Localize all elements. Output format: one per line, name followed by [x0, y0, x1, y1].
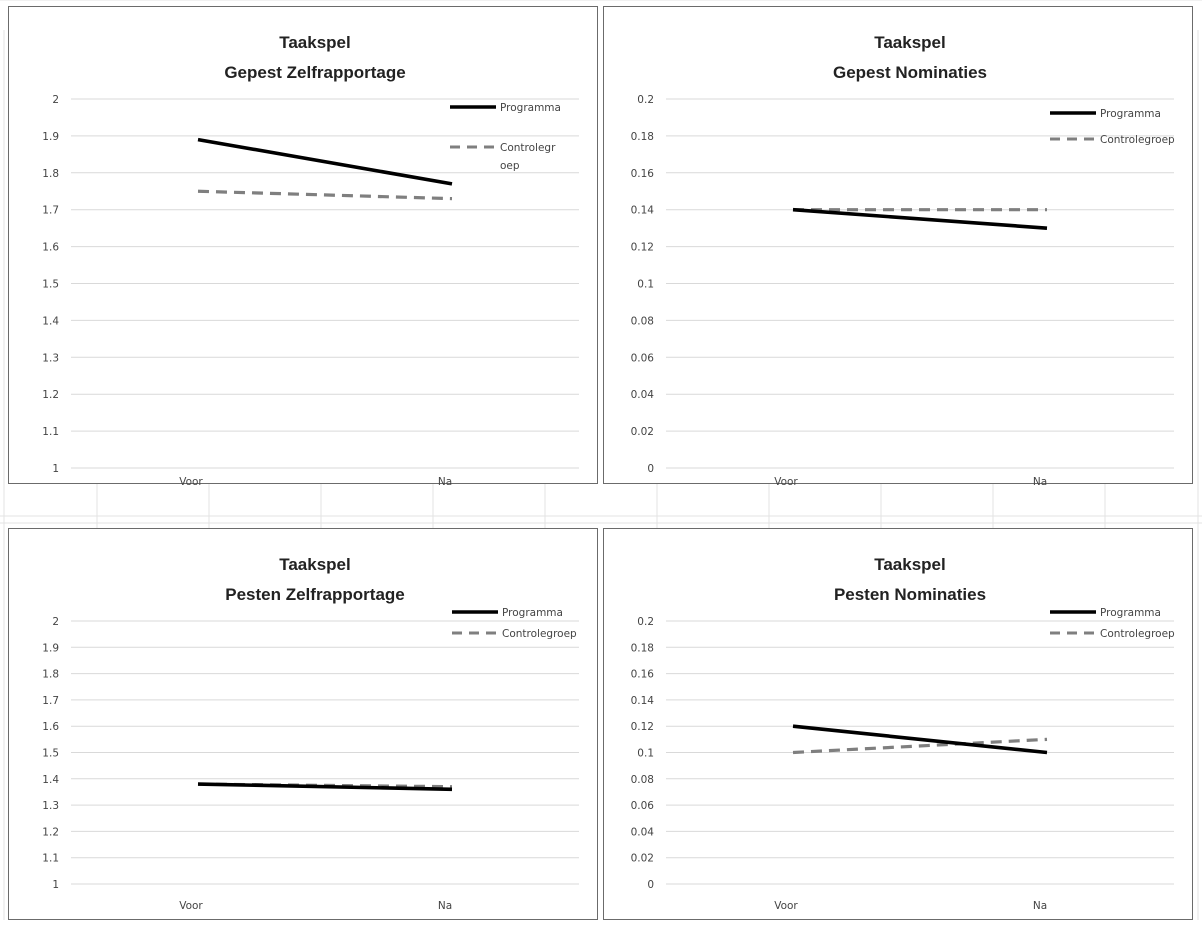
series-line-programma — [792, 724, 1048, 755]
y-tick-label: 0.08 — [631, 315, 654, 327]
line-chart-pesten-nominaties: Taakspel Pesten Nominaties 0 0.02 0.04 0.06 0.… — [631, 555, 1175, 912]
y-tick-label: 0.2 — [637, 616, 654, 628]
y-tick-label: 1.3 — [42, 800, 59, 812]
y-tick-label: 1.6 — [42, 721, 59, 733]
y-tick-label: 1.3 — [42, 352, 59, 364]
x-tick-label: Na — [438, 476, 452, 488]
y-tick-label: 1.1 — [42, 853, 59, 865]
chart-title-line: Pesten Nominaties — [834, 585, 986, 604]
chart-title-line: Gepest Zelfrapportage — [224, 63, 405, 82]
y-tick-label: 1 — [52, 463, 59, 475]
y-tick-label: 0.1 — [637, 748, 654, 760]
legend-label-programma: Programma — [500, 102, 561, 114]
y-tick-label: 0.14 — [631, 205, 655, 217]
legend-label-controlegroep: Controlegroep — [502, 628, 577, 640]
legend-label-controlegroep: oep — [500, 160, 520, 172]
x-tick-label: Voor — [179, 476, 203, 488]
chart-title-line: Taakspel — [874, 33, 946, 52]
y-tick-label: 0.08 — [631, 774, 654, 786]
y-tick-label: 1.8 — [42, 168, 59, 180]
y-tick-label: 0 — [647, 463, 654, 475]
y-tick-label: 0.16 — [631, 168, 655, 180]
legend-label-controlegroep: Controlegroep — [1100, 134, 1175, 146]
y-tick-label: 1.5 — [42, 748, 59, 760]
series-line-controlegroep — [197, 189, 453, 201]
y-tick-label: 1.4 — [42, 774, 59, 786]
y-tick-label: 0.18 — [631, 642, 654, 654]
x-tick-label: Na — [438, 900, 452, 912]
y-tick-label: 1.8 — [42, 669, 59, 681]
line-chart-pesten-zelfrapportage: Taakspel Pesten Zelfrapportage 1 1.1 1.2 1.3 1… — [42, 555, 579, 912]
y-tick-label: 1.5 — [42, 279, 59, 291]
chart-title-line: Gepest Nominaties — [833, 63, 987, 82]
legend-label-programma: Programma — [1100, 607, 1161, 619]
y-tick-label: 1.7 — [42, 205, 59, 217]
series-line-controlegroep — [792, 737, 1048, 755]
y-tick-label: 1.7 — [42, 695, 59, 707]
line-chart-gepest-nominaties: Taakspel Gepest Nominaties 0 0.02 0.04 0.06 0.… — [631, 33, 1175, 488]
y-tick-label: 0.2 — [637, 94, 654, 106]
chart-panel-gepest-zelfrapportage: Taakspel Gepest Zelfrapportage 1 1.1 1.2 1.3 1… — [8, 6, 598, 488]
y-tick-label: 1 — [52, 879, 59, 891]
chart-panel-gepest-nominaties: Taakspel Gepest Nominaties 0 0.02 0.04 0.06 0.… — [603, 6, 1193, 488]
y-tick-label: 0.04 — [631, 389, 655, 401]
y-tick-label: 0.14 — [631, 695, 655, 707]
legend-label-controlegroep: Controlegr — [500, 142, 556, 154]
y-tick-label: 2 — [52, 94, 59, 106]
y-tick-label: 1.6 — [42, 242, 59, 254]
legend-label-controlegroep: Controlegroep — [1100, 628, 1175, 640]
chart-panel-pesten-nominaties: Taakspel Pesten Nominaties 0 0.02 0.04 0.06 0.… — [603, 528, 1193, 920]
legend-label-programma: Programma — [502, 607, 563, 619]
y-tick-label: 0 — [647, 879, 654, 891]
y-tick-label: 0.02 — [631, 426, 654, 438]
series-line-programma — [792, 207, 1048, 230]
x-tick-label: Voor — [774, 900, 798, 912]
y-tick-label: 1.9 — [42, 642, 59, 654]
y-tick-label: 0.04 — [631, 826, 655, 838]
y-tick-label: 0.06 — [631, 352, 655, 364]
y-tick-label: 1.9 — [42, 131, 59, 143]
y-tick-label: 1.1 — [42, 426, 59, 438]
x-tick-label: Voor — [179, 900, 203, 912]
y-tick-label: 0.06 — [631, 800, 655, 812]
chart-title-line: Taakspel — [279, 33, 351, 52]
legend-label-programma: Programma — [1100, 108, 1161, 120]
y-tick-label: 0.02 — [631, 853, 654, 865]
y-tick-label: 0.18 — [631, 131, 654, 143]
y-tick-label: 1.2 — [42, 826, 59, 838]
y-tick-label: 0.12 — [631, 721, 654, 733]
y-tick-label: 1.2 — [42, 389, 59, 401]
y-tick-label: 0.12 — [631, 242, 654, 254]
chart-panel-pesten-zelfrapportage: Taakspel Pesten Zelfrapportage 1 1.1 1.2 1.3 1… — [8, 528, 598, 920]
y-tick-label: 0.16 — [631, 669, 655, 681]
y-tick-label: 1.4 — [42, 315, 59, 327]
y-tick-label: 0.1 — [637, 279, 654, 291]
chart-title-line: Taakspel — [874, 555, 946, 574]
x-tick-label: Na — [1033, 900, 1047, 912]
line-chart-gepest-zelfrapportage: Taakspel Gepest Zelfrapportage 1 1.1 1.2 1.3 1… — [42, 33, 579, 488]
y-tick-label: 2 — [52, 616, 59, 628]
x-tick-label: Na — [1033, 476, 1047, 488]
series-line-programma — [197, 782, 453, 792]
chart-title-line: Taakspel — [279, 555, 351, 574]
x-tick-label: Voor — [774, 476, 798, 488]
chart-title-line: Pesten Zelfrapportage — [225, 585, 405, 604]
series-line-programma — [197, 137, 453, 186]
